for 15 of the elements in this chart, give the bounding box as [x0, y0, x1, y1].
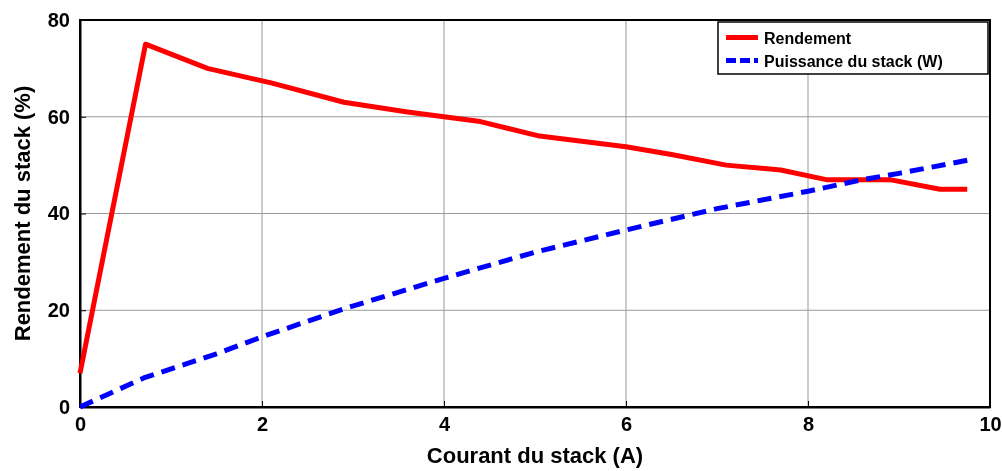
legend-label: Rendement — [764, 29, 852, 47]
x-tick-label: 0 — [74, 413, 87, 436]
y-tick-label: 40 — [47, 202, 70, 225]
y-tick-label: 80 — [47, 8, 70, 31]
x-tick-label: 10 — [979, 413, 1002, 436]
y-tick-label: 0 — [58, 395, 70, 418]
y-axis-title: Rendement du stack (%) — [10, 85, 35, 342]
x-tick-label: 4 — [438, 413, 451, 436]
x-tick-label: 8 — [802, 413, 815, 436]
x-tick-label: 2 — [256, 413, 269, 436]
x-axis-title: Courant du stack (A) — [426, 443, 644, 468]
x-tick-label: 6 — [620, 413, 633, 436]
y-tick-label: 20 — [47, 299, 70, 322]
legend-label: Puissance du stack (W) — [764, 52, 943, 70]
y-tick-label: 60 — [47, 105, 70, 128]
